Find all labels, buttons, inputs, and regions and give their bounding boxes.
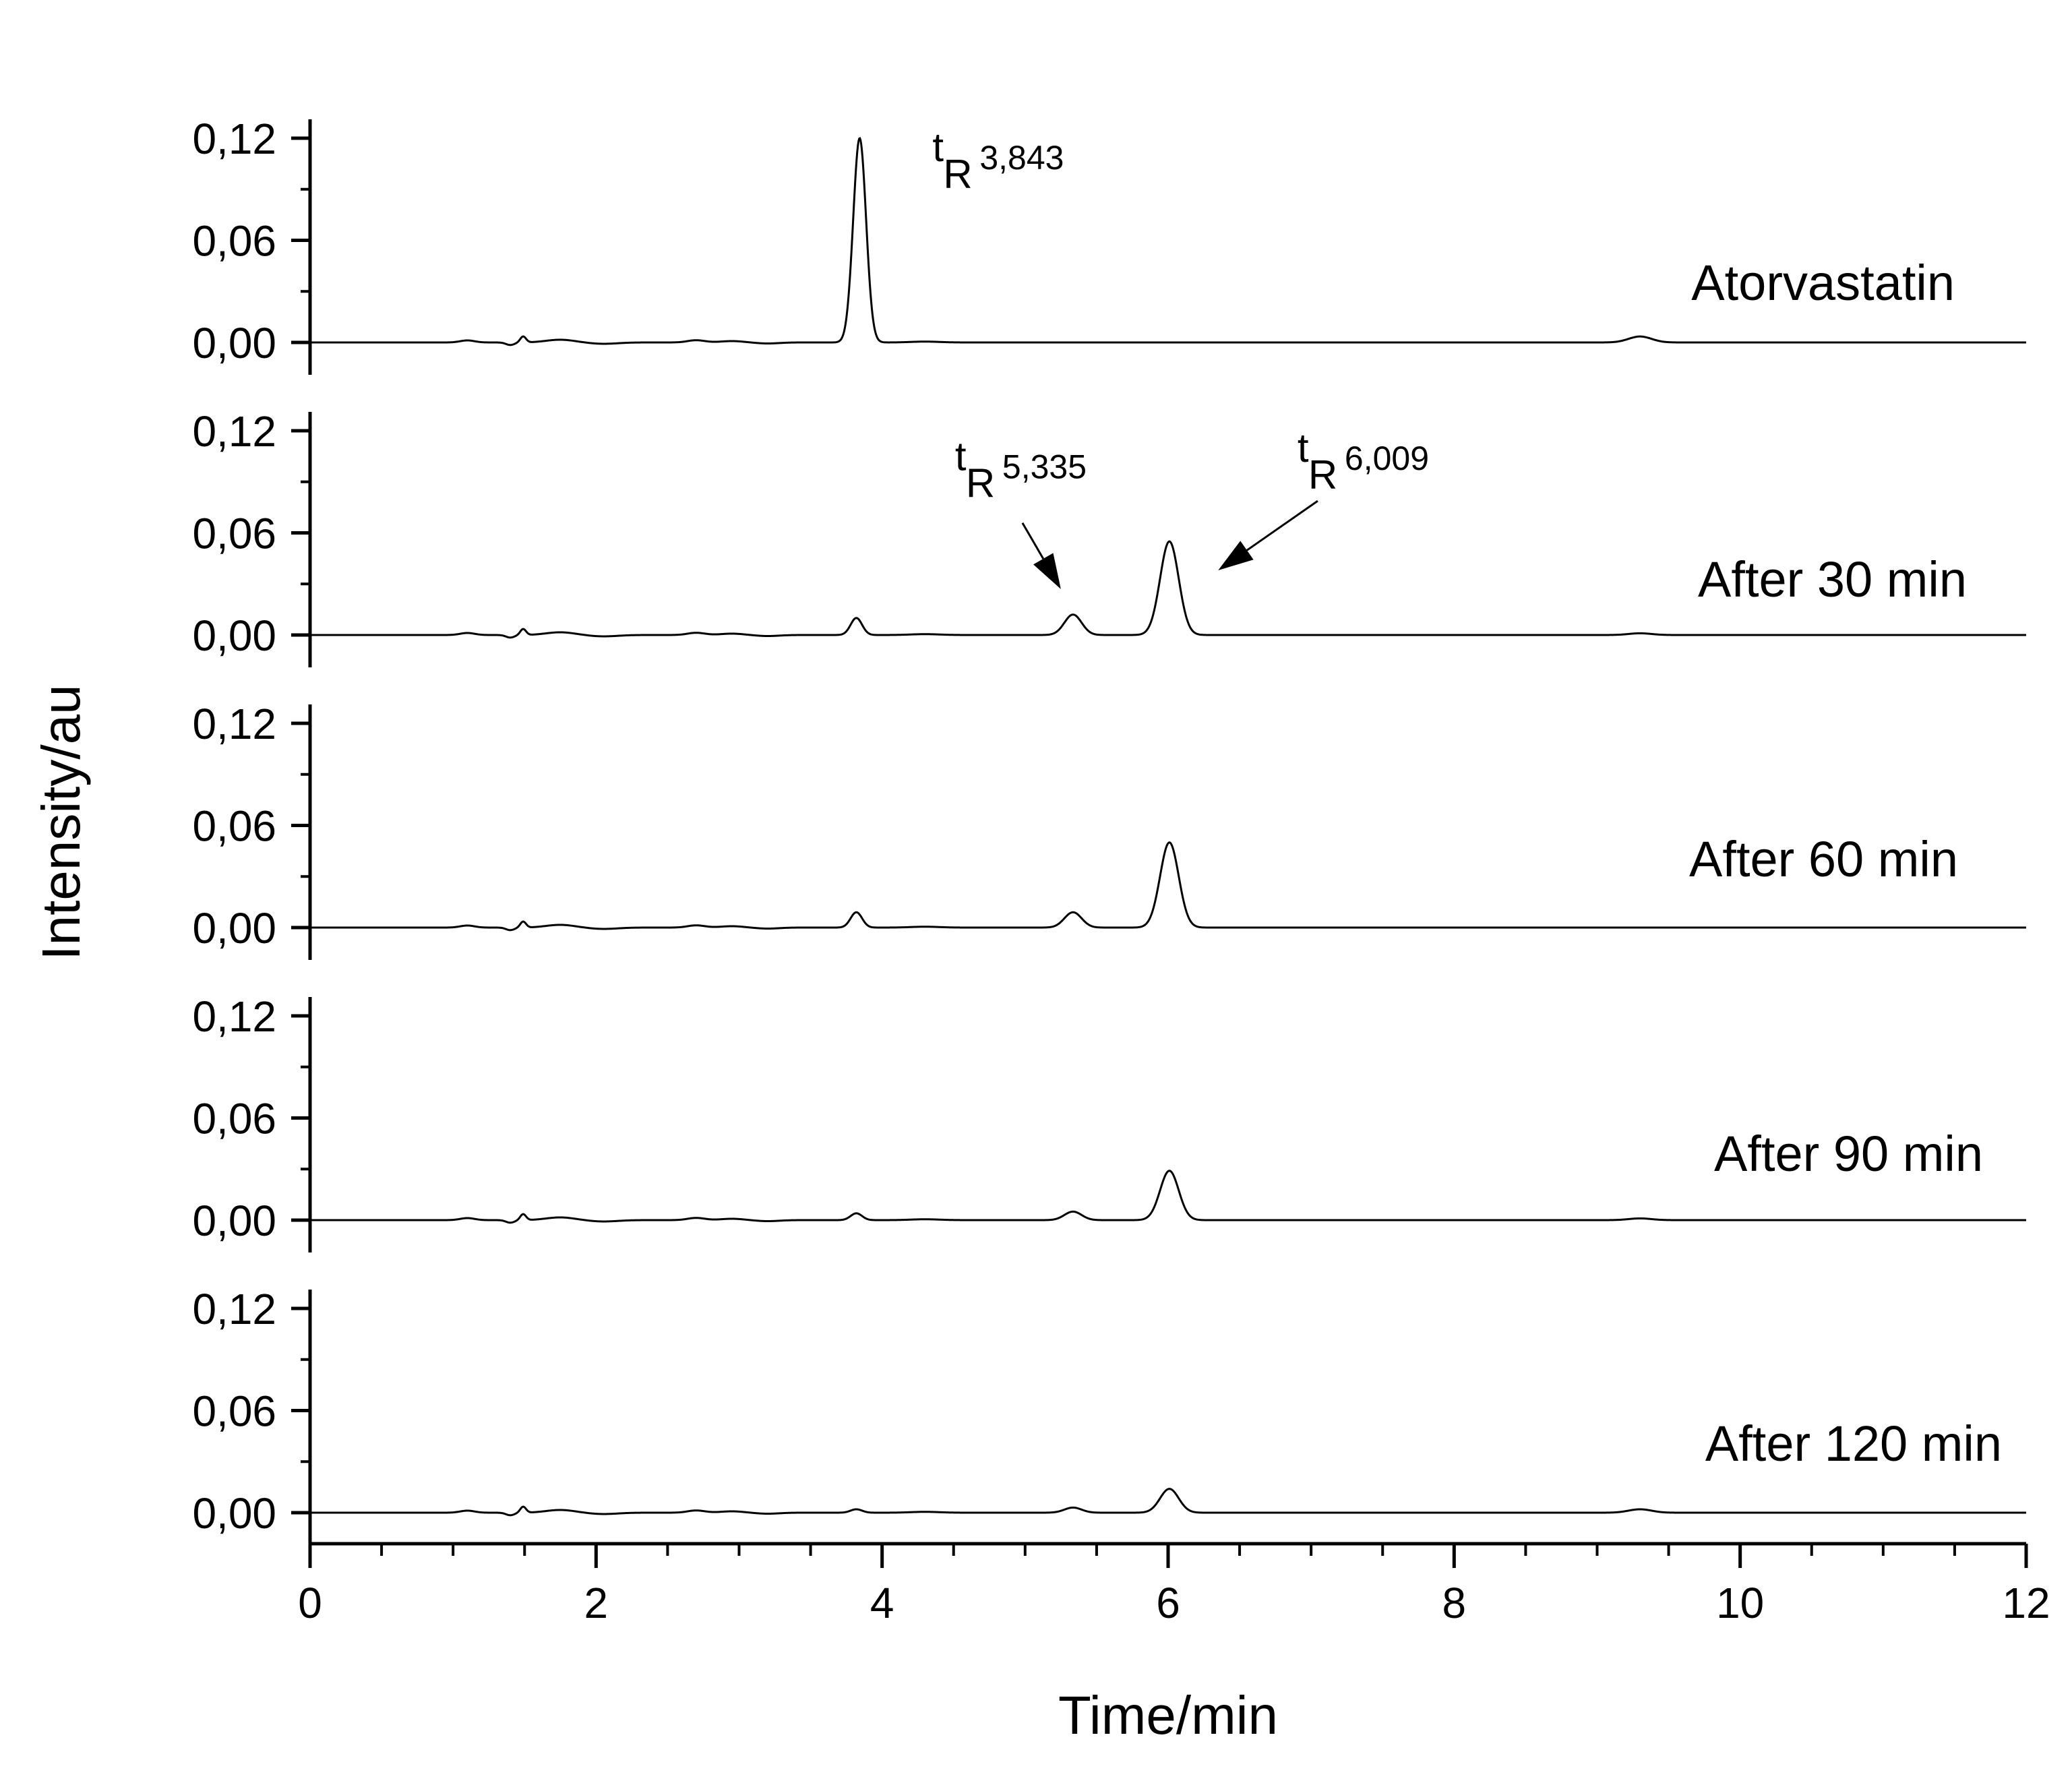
annotation-t: t xyxy=(1298,425,1309,471)
x-tick-label: 10 xyxy=(1716,1579,1764,1627)
trace-label: Atorvastatin xyxy=(1691,255,1955,311)
x-tick-label: 4 xyxy=(870,1579,894,1627)
peak-annotation: tR 6,009 xyxy=(1218,425,1429,571)
chromatogram-trace xyxy=(310,540,2026,639)
y-tick-label: 0,00 xyxy=(192,611,276,660)
y-axis-title: Intensity/au xyxy=(31,684,91,960)
y-tick-label: 0,06 xyxy=(192,1387,276,1436)
y-tick-label: 0,12 xyxy=(192,407,276,456)
annotation-retention-time: 3,843 xyxy=(979,139,1064,177)
y-tick-label: 0,12 xyxy=(192,1285,276,1333)
y-tick-label: 0,00 xyxy=(192,904,276,953)
y-tick-label: 0,06 xyxy=(192,802,276,851)
annotation-arrow-line xyxy=(1021,522,1045,560)
x-tick-label: 6 xyxy=(1156,1579,1180,1627)
chromatogram-trace xyxy=(310,1170,2026,1224)
annotation-t: t xyxy=(955,434,967,479)
annotation-retention-time: 5,335 xyxy=(1002,448,1087,486)
y-tick-label: 0,00 xyxy=(192,319,276,367)
y-tick-label: 0,06 xyxy=(192,217,276,266)
y-tick-label: 0,12 xyxy=(192,992,276,1041)
x-tick-label: 2 xyxy=(584,1579,609,1627)
x-tick-label: 0 xyxy=(298,1579,322,1627)
annotation-subscript: R xyxy=(943,152,972,197)
x-tick-label: 12 xyxy=(2002,1579,2050,1627)
trace-label: After 90 min xyxy=(1714,1126,1983,1182)
x-tick-label: 8 xyxy=(1442,1579,1467,1627)
trace-label: After 30 min xyxy=(1698,551,1967,607)
panel-3: 0,00 0,06 0,12 After 60 min xyxy=(192,700,2026,960)
y-tick-label: 0,06 xyxy=(192,510,276,558)
chromatogram-trace xyxy=(310,137,2026,346)
y-tick-label: 0,00 xyxy=(192,1197,276,1245)
panel-1: 0,00 0,06 0,12 Atorvastatin tR 3,843 xyxy=(192,115,2026,375)
annotation-arrow-head xyxy=(1033,553,1061,589)
x-axis: 0 2 4 6 8 10 12 xyxy=(298,1542,2050,1627)
y-tick-label: 0,00 xyxy=(192,1489,276,1538)
panel-5: 0,00 0,06 0,12 After 120 min xyxy=(192,1285,2026,1545)
annotation-t: t xyxy=(932,125,944,170)
annotation-subscript: R xyxy=(966,461,995,506)
y-tick-label: 0,12 xyxy=(192,115,276,163)
annotation-subscript: R xyxy=(1308,452,1337,497)
chromatogram-trace xyxy=(310,841,2026,932)
annotation-retention-time: 6,009 xyxy=(1345,440,1429,477)
annotation-arrow-line xyxy=(1246,500,1318,551)
peak-annotation: tR 3,843 xyxy=(932,125,1064,197)
chromatogram-trace xyxy=(310,1488,2026,1517)
annotation-arrow-head xyxy=(1218,541,1254,571)
trace-label: After 120 min xyxy=(1705,1416,2002,1472)
trace-label: After 60 min xyxy=(1689,831,1958,887)
x-axis-title: Time/min xyxy=(1058,1685,1278,1745)
peak-annotation: tR 5,335 xyxy=(955,434,1087,589)
y-tick-label: 0,06 xyxy=(192,1095,276,1143)
y-tick-label: 0,12 xyxy=(192,700,276,748)
panel-4: 0,00 0,06 0,12 After 90 min xyxy=(192,992,2026,1252)
